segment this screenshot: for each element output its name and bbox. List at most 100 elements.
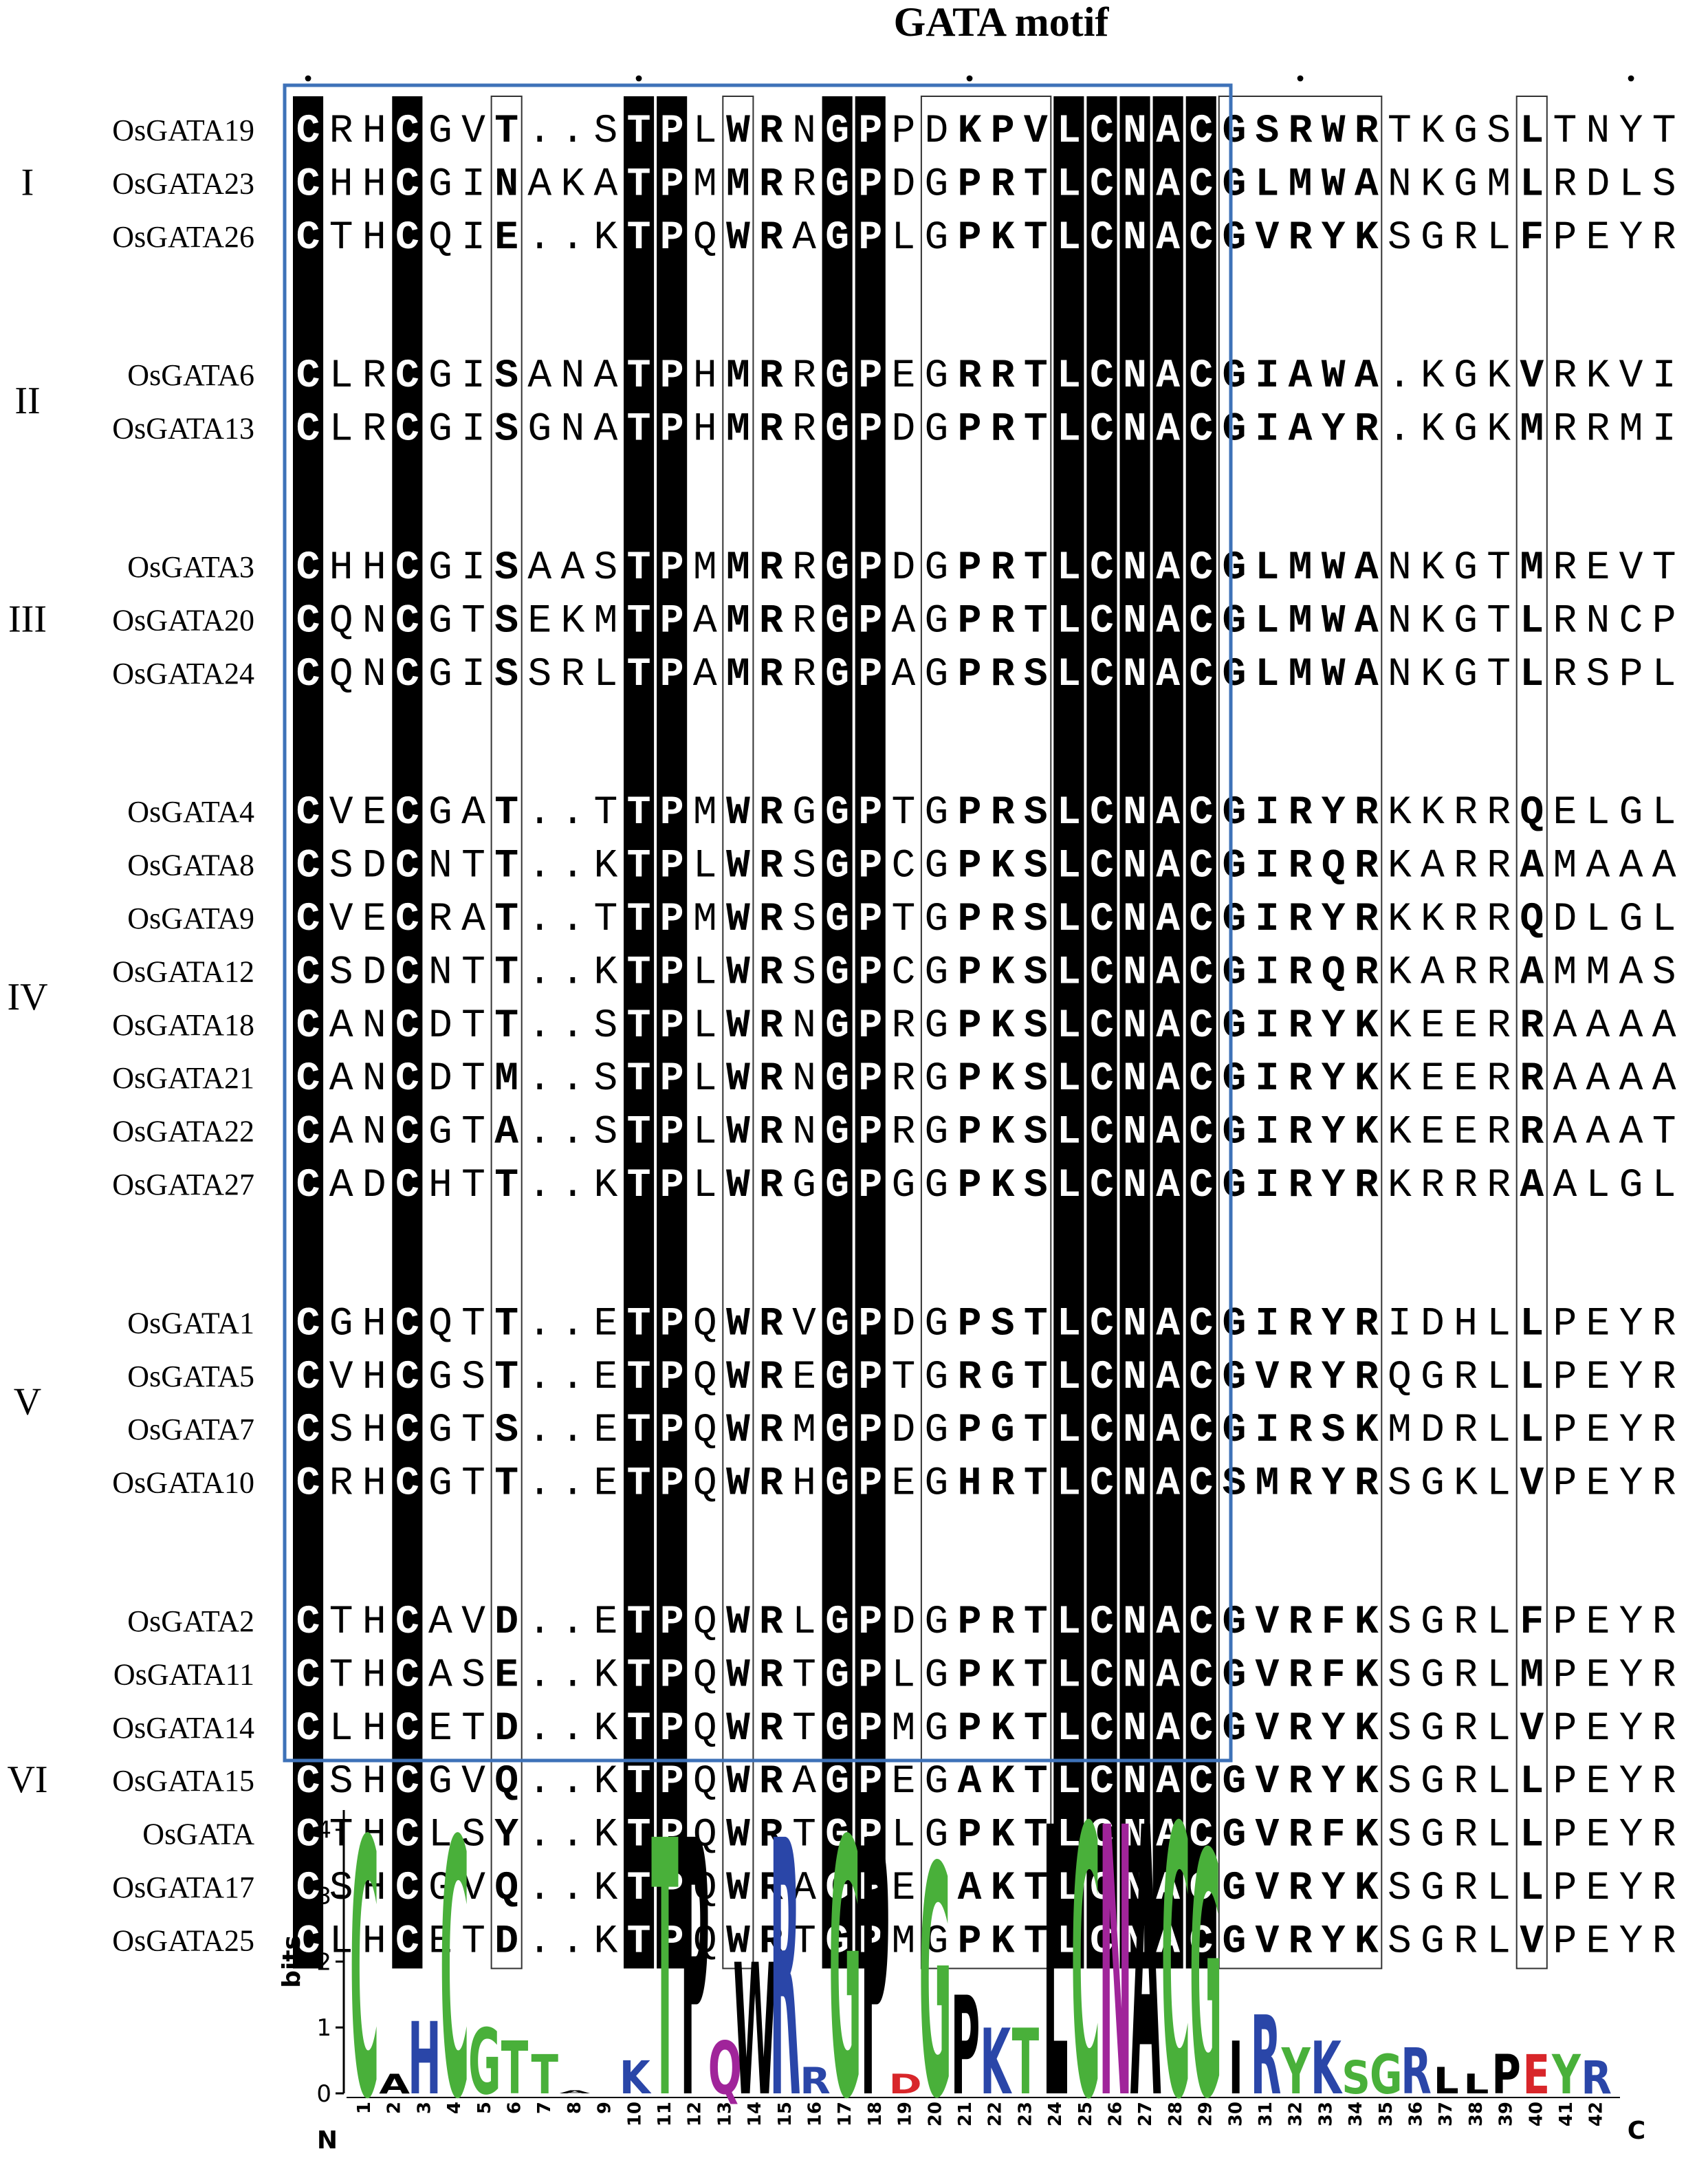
similar-column: [920, 96, 1052, 1970]
column-dot: [1628, 75, 1634, 82]
y-tick-label: 1: [316, 2014, 331, 2042]
sequence-name: OsGATA4: [127, 795, 254, 829]
position-label: 36: [1406, 2102, 1427, 2126]
group-label: VI: [7, 1758, 47, 1801]
logo-letter: R: [1581, 2052, 1612, 2104]
sequence-name: OsGATA11: [113, 1657, 254, 1691]
sequence-name: OsGATA17: [112, 1871, 254, 1904]
position-label: 34: [1346, 2102, 1366, 2126]
sequence-name: OsGATA8: [127, 849, 254, 882]
logo-letter: G: [468, 2009, 501, 2115]
position-label: 22: [985, 2102, 1006, 2126]
logo-letter: T: [1012, 2009, 1040, 2115]
logo-letter: K: [980, 2009, 1012, 2115]
conserved-column: [1152, 96, 1183, 1969]
sequence-name: OsGATA5: [127, 1360, 254, 1393]
position-label: 28: [1165, 2102, 1186, 2126]
position-label: 40: [1526, 2102, 1546, 2126]
logo-letter: R: [1401, 2036, 1432, 2108]
logo-letter: P: [951, 1968, 980, 2126]
logo-letter: G: [1370, 2044, 1403, 2106]
position-label: 13: [714, 2102, 735, 2126]
position-label: 31: [1256, 2102, 1276, 2126]
sequence-name: OsGATA23: [112, 166, 254, 200]
sequence-name: OsGATA3: [127, 550, 254, 584]
logo-letter: A: [379, 2068, 410, 2100]
position-label: 18: [865, 2102, 886, 2126]
logo-letter: R: [770, 1767, 801, 2158]
group-label: IV: [7, 976, 47, 1018]
similar-column: [1218, 96, 1383, 1970]
position-label: 26: [1106, 2102, 1126, 2126]
logo-letter: K: [1311, 2026, 1343, 2111]
position-label: 20: [925, 2102, 945, 2126]
sequence-name: OsGATA24: [112, 657, 254, 690]
position-label: 14: [745, 2102, 765, 2126]
group-label: III: [8, 598, 47, 640]
logo-letter: P: [1491, 2044, 1520, 2106]
logo-letter: R: [1251, 1993, 1282, 2119]
similar-column: [1515, 96, 1548, 1970]
logo-letter: R: [800, 2061, 831, 2103]
position-label: 12: [685, 2102, 705, 2126]
group-label: V: [14, 1381, 41, 1424]
sequence-name: OsGATA27: [112, 1168, 254, 1201]
position-label: 29: [1196, 2102, 1216, 2126]
sequence-name: OsGATA19: [112, 113, 254, 147]
sequence-name: OsGATA20: [112, 603, 254, 637]
conserved-column: [855, 96, 886, 1969]
sequence-name: OsGATA10: [112, 1466, 254, 1500]
sequence-name: OsGATA13: [112, 412, 254, 446]
y-axis-label: bits: [278, 1935, 306, 1988]
conserved-column: [293, 96, 324, 1969]
column-dot: [1297, 75, 1304, 82]
logo-letter: N: [1099, 1751, 1132, 2158]
logo-letter: K: [620, 2052, 652, 2104]
n-terminus: N: [317, 2126, 338, 2155]
y-tick-label: 0: [316, 2080, 331, 2108]
logo-letter: A: [1130, 1751, 1161, 2158]
conserved-column: [1119, 96, 1150, 1969]
sequence-name: OsGATA21: [112, 1061, 254, 1095]
logo-letter: C: [350, 1767, 380, 2158]
sequence-name: OsGATA9: [127, 902, 254, 935]
logo-letter: W: [733, 1926, 777, 2136]
position-label: 25: [1075, 2102, 1096, 2126]
sequence-name: OsGATA18: [112, 1008, 254, 1042]
position-label: 41: [1556, 2102, 1577, 2126]
similar-column: [490, 96, 523, 1970]
conserved-column: [1053, 96, 1084, 1969]
logo-letter: C: [440, 1767, 470, 2158]
logo-letter: Q: [708, 2026, 742, 2111]
sequence-name: OsGATA6: [127, 358, 254, 392]
position-label: 2: [384, 2102, 405, 2114]
logo-letter: T: [501, 2026, 529, 2111]
conserved-column: [657, 96, 688, 1969]
position-label: 17: [835, 2102, 855, 2126]
logo-letter: C: [1071, 1751, 1101, 2158]
logo-letter: H: [408, 2001, 441, 2117]
sequence-name: OsGATA7: [127, 1413, 254, 1446]
conserved-column: [624, 96, 655, 1969]
similar-column: [722, 96, 754, 1970]
position-label: 30: [1225, 2102, 1246, 2126]
position-label: 8: [565, 2102, 585, 2114]
position-label: 11: [655, 2102, 675, 2126]
position-label: 10: [624, 2102, 645, 2126]
